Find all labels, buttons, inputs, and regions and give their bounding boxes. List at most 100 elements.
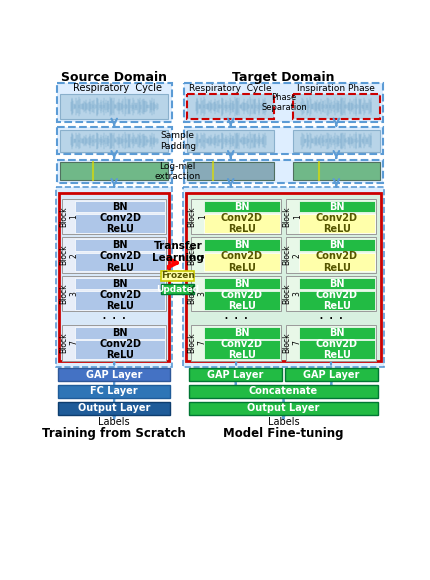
Text: Model Fine-tuning: Model Fine-tuning [223, 426, 344, 440]
Text: BN: BN [329, 328, 344, 338]
Bar [58, 403, 170, 415]
Text: Log-mel
extraction: Log-mel extraction [155, 162, 201, 181]
Text: Target Domain: Target Domain [232, 71, 335, 84]
Bar [204, 239, 280, 251]
Bar [75, 291, 165, 310]
Bar [62, 276, 166, 311]
Bar [56, 187, 172, 367]
Text: Block
2: Block 2 [283, 245, 302, 266]
Text: BN: BN [112, 328, 128, 338]
Text: Conv2D
ReLU: Conv2D ReLU [221, 339, 263, 361]
Text: Block
1: Block 1 [59, 206, 78, 227]
Text: BN: BN [234, 278, 250, 289]
Bar [189, 368, 282, 380]
Text: Block
3: Block 3 [283, 284, 302, 304]
Bar [75, 201, 165, 212]
Text: Conv2D
ReLU: Conv2D ReLU [316, 289, 358, 311]
Text: Labels: Labels [268, 417, 299, 427]
Bar [299, 201, 375, 212]
Bar [75, 278, 165, 289]
Bar [162, 270, 194, 281]
Text: BN: BN [112, 278, 128, 289]
Text: Conv2D
ReLU: Conv2D ReLU [99, 251, 141, 273]
Text: FC Layer: FC Layer [90, 386, 138, 397]
Bar [75, 340, 165, 359]
Text: GAP Layer: GAP Layer [303, 369, 359, 379]
Bar [75, 327, 165, 339]
Text: Block
1: Block 1 [283, 206, 302, 227]
Bar [204, 340, 280, 359]
Text: Block
1: Block 1 [187, 206, 207, 227]
Bar [57, 84, 172, 122]
Text: BN: BN [329, 240, 344, 250]
Bar [162, 284, 194, 295]
Bar [184, 128, 383, 154]
Text: Updated: Updated [156, 285, 200, 293]
Bar [293, 130, 380, 152]
Bar [184, 160, 383, 183]
Bar [299, 278, 375, 289]
Bar [187, 130, 274, 152]
Text: Block
2: Block 2 [187, 245, 207, 266]
Bar [204, 214, 280, 233]
Text: Phase
Separation: Phase Separation [261, 93, 307, 113]
Text: Conv2D
ReLU: Conv2D ReLU [221, 289, 263, 311]
Bar [189, 385, 378, 398]
Text: Conv2D
ReLU: Conv2D ReLU [316, 213, 358, 234]
Bar [184, 84, 383, 122]
Text: BN: BN [112, 240, 128, 250]
Text: Conv2D
ReLU: Conv2D ReLU [221, 251, 263, 273]
Bar [204, 278, 280, 289]
Bar [183, 187, 384, 367]
Bar [204, 253, 280, 271]
Bar [204, 201, 280, 212]
Text: Sample
Padding: Sample Padding [160, 131, 196, 151]
Text: GAP Layer: GAP Layer [208, 369, 264, 379]
Text: GAP Layer: GAP Layer [86, 369, 142, 379]
Bar [191, 325, 281, 361]
Bar [286, 325, 376, 361]
Text: Block
7: Block 7 [187, 333, 207, 353]
Bar [191, 237, 281, 273]
Text: Respiratory  Cycle: Respiratory Cycle [73, 83, 162, 93]
Bar [75, 239, 165, 251]
Bar [189, 403, 378, 415]
Text: Conv2D
ReLU: Conv2D ReLU [99, 339, 141, 361]
Text: Conv2D
ReLU: Conv2D ReLU [221, 213, 263, 234]
Bar [187, 162, 274, 180]
Bar [299, 340, 375, 359]
Text: · · ·: · · · [224, 313, 248, 327]
Bar [286, 276, 376, 311]
Bar [60, 162, 169, 180]
Bar [285, 368, 378, 380]
Bar [59, 193, 169, 361]
Bar [191, 276, 281, 311]
Bar [286, 199, 376, 234]
Bar [60, 94, 169, 119]
Text: Inspiration Phase: Inspiration Phase [298, 84, 375, 93]
Bar [293, 94, 380, 119]
Text: Conv2D
ReLU: Conv2D ReLU [99, 213, 141, 234]
Text: Output Layer: Output Layer [78, 404, 150, 414]
Text: BN: BN [329, 202, 344, 212]
Text: BN: BN [234, 240, 250, 250]
Bar [186, 193, 381, 361]
Text: Conv2D
ReLU: Conv2D ReLU [316, 339, 358, 361]
Bar [62, 237, 166, 273]
Text: · · ·: · · · [319, 313, 343, 327]
Bar [299, 291, 375, 310]
Text: BN: BN [234, 202, 250, 212]
Bar [62, 325, 166, 361]
Text: Block
3: Block 3 [187, 284, 207, 304]
Text: Block
7: Block 7 [283, 333, 302, 353]
Bar [293, 162, 380, 180]
Text: BN: BN [234, 328, 250, 338]
Bar [60, 130, 169, 152]
Text: Respiratory  Cycle: Respiratory Cycle [189, 84, 272, 93]
Bar [299, 239, 375, 251]
Bar [75, 214, 165, 233]
Bar [204, 327, 280, 339]
Bar [58, 368, 170, 380]
Bar [299, 253, 375, 271]
Text: BN: BN [329, 278, 344, 289]
